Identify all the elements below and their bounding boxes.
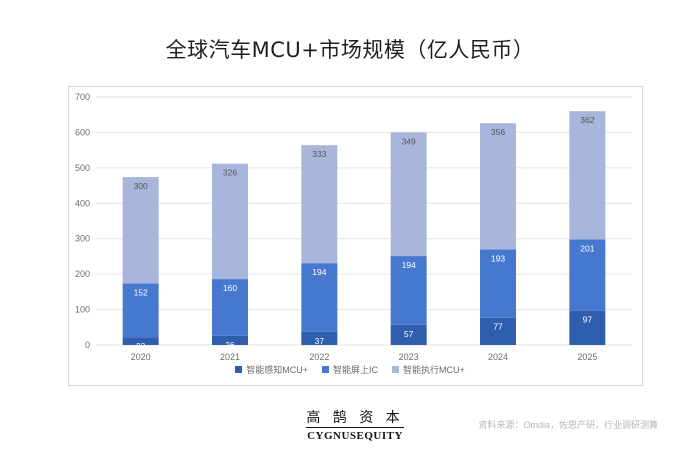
- bar-segment: [212, 163, 248, 280]
- x-tick-label: 2022: [309, 352, 329, 362]
- data-label: 349: [402, 136, 416, 146]
- bar-segment: [480, 123, 516, 250]
- data-label: 37: [315, 336, 325, 346]
- bar-segment: [390, 324, 427, 345]
- bar-segment: [569, 239, 606, 311]
- legend-item: 智能屏上IC: [321, 363, 378, 376]
- bar-segment: [122, 177, 159, 284]
- bar-segment: [390, 132, 427, 257]
- chart-title: 全球汽车MCU+市场规模（亿人民币）: [165, 38, 535, 62]
- y-tick-label: 200: [75, 269, 90, 279]
- bar-chart: 0 100 200 300 400 500 600 700 22 152 300 2020 26 160 3…: [75, 92, 632, 362]
- y-tick-label: 0: [85, 340, 90, 350]
- y-tick-label: 700: [75, 92, 90, 102]
- legend-label: 智能感知MCU+: [246, 365, 308, 375]
- bar-segment: [122, 283, 159, 338]
- bar-segment: [122, 337, 159, 345]
- brand-divider: [306, 427, 404, 428]
- data-label: 201: [580, 243, 594, 253]
- bar-segment: [301, 331, 338, 345]
- data-label: 160: [223, 283, 237, 293]
- data-label: 300: [134, 181, 148, 191]
- source-note: 资料来源：Omdia，佐思产研，行业调研测算: [478, 420, 658, 430]
- bar-segment: [569, 310, 606, 345]
- bar-segment: [390, 256, 427, 325]
- chart-legend: 智能感知MCU+ 智能屏上IC 智能执行MCU+: [0, 363, 700, 376]
- brand-logo: 高 鹄 资 本 CYGNUSEQUITY: [300, 410, 410, 442]
- data-label: 194: [402, 260, 416, 270]
- y-tick-label: 500: [75, 163, 90, 173]
- brand-english-name: CYGNUSEQUITY: [307, 430, 403, 442]
- y-tick-label: 400: [75, 198, 90, 208]
- data-label: 193: [491, 253, 505, 263]
- data-label: 77: [493, 322, 503, 332]
- x-tick-label: 2021: [220, 352, 240, 362]
- legend-label: 智能屏上IC: [332, 365, 378, 375]
- legend-label: 智能执行MCU+: [403, 365, 465, 375]
- bar-segment: [212, 279, 248, 336]
- brand-chinese-name: 高 鹄 资 本: [306, 410, 404, 426]
- bar-segment: [301, 145, 338, 264]
- x-tick-label: 2024: [488, 352, 508, 362]
- legend-swatch: [235, 366, 243, 373]
- data-label: 362: [580, 115, 594, 125]
- legend-item: 智能执行MCU+: [392, 363, 465, 376]
- x-tick-label: 2025: [577, 352, 597, 362]
- x-tick-label: 2020: [131, 352, 151, 362]
- chart-area: 0 100 200 300 400 500 600 700 22 152 300 2020 26 160 3…: [68, 86, 643, 386]
- bar-segment: [301, 263, 338, 332]
- y-tick-label: 100: [75, 305, 90, 315]
- bar-segment: [480, 249, 516, 318]
- data-label: 333: [312, 149, 326, 159]
- legend-item: 智能感知MCU+: [235, 363, 308, 376]
- x-tick-label: 2023: [399, 352, 419, 362]
- data-label: 22: [136, 341, 146, 351]
- data-label: 194: [312, 267, 326, 277]
- data-label: 26: [225, 340, 235, 350]
- data-label: 356: [491, 127, 505, 137]
- y-tick-label: 600: [75, 127, 90, 137]
- data-label: 57: [404, 329, 414, 339]
- bar-segment: [569, 111, 606, 240]
- bar-segment: [212, 335, 248, 345]
- data-label: 152: [134, 287, 148, 297]
- bar-segment: [480, 317, 516, 345]
- y-tick-label: 300: [75, 234, 90, 244]
- legend-swatch: [392, 366, 399, 373]
- legend-swatch: [321, 366, 329, 373]
- data-label: 97: [583, 315, 593, 325]
- data-label: 326: [223, 168, 237, 178]
